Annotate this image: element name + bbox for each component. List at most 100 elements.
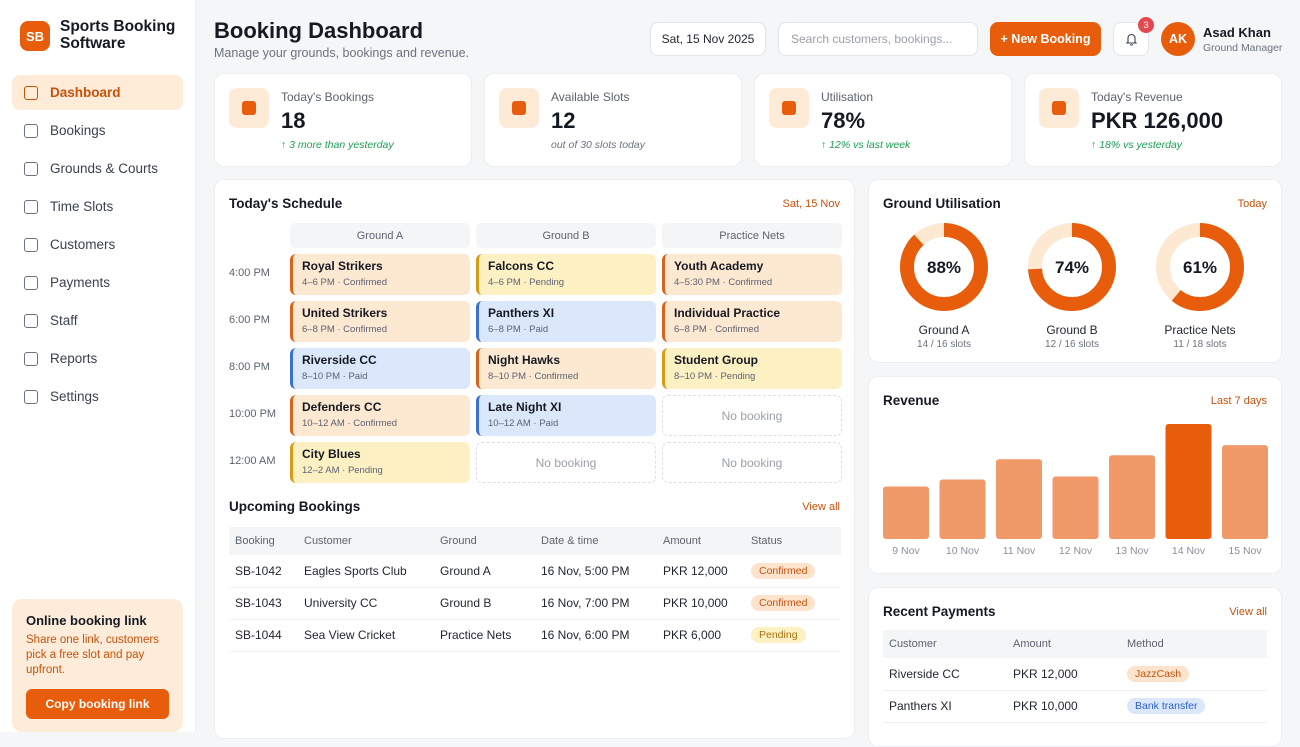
booking-slot[interactable]: Late Night XI 10–12 AM · Paid	[476, 395, 656, 436]
booking-slot[interactable]: Individual Practice 6–8 PM · Confirmed	[662, 301, 842, 342]
stat-value: PKR 126,000	[1091, 108, 1224, 133]
copy-booking-link-button[interactable]: Copy booking link	[26, 689, 169, 719]
stat-icon	[1039, 88, 1079, 128]
booking-slot[interactable]: Night Hawks 8–10 PM · Confirmed	[476, 348, 656, 389]
sidebar-item-dashboard[interactable]: Dashboard	[12, 75, 183, 110]
donut-value-arc	[900, 223, 988, 311]
column-header: Amount	[657, 527, 745, 555]
sidebar-item-label: Dashboard	[50, 85, 121, 100]
sidebar-item-bookings[interactable]: Bookings	[12, 113, 183, 148]
booking-detail: 6–8 PM · Confirmed	[674, 324, 760, 335]
search-input[interactable]	[778, 22, 978, 56]
bar-category-label: 13 Nov	[1115, 545, 1149, 557]
booking-slot[interactable]: Falcons CC 4–6 PM · Pending	[476, 254, 656, 295]
stat-note: ↑ 3 more than yesterday	[281, 139, 394, 151]
booking-slot[interactable]: Panthers XI 6–8 PM · Paid	[476, 301, 656, 342]
status-badge: Confirmed	[751, 595, 816, 611]
booking-link-promo: Online booking link Share one link, cust…	[12, 599, 183, 732]
ground-slots: 11 / 18 slots	[1173, 339, 1227, 350]
stat-card: Utilisation 78% ↑ 12% vs last week	[754, 73, 1012, 167]
stat-label: Available Slots	[551, 90, 630, 104]
sidebar-item-settings[interactable]: Settings	[12, 379, 183, 414]
cell-status: Confirmed	[745, 555, 841, 588]
payments-title: Recent Payments	[883, 604, 996, 619]
booking-detail: 12–2 AM · Pending	[302, 465, 383, 476]
table-row[interactable]: SB-1042 Eagles Sports Club Ground A 16 Nov,…	[229, 555, 841, 588]
empty-slot[interactable]: No booking	[476, 442, 656, 483]
donut-value-arc	[1028, 223, 1116, 311]
schedule-column-header: Ground A	[290, 223, 470, 248]
payments-view-all-link[interactable]: View all	[1229, 606, 1267, 618]
page-subtitle: Manage your grounds, bookings and revenu…	[214, 46, 470, 60]
booking-team: Defenders CC	[302, 400, 382, 414]
sidebar-item-staff[interactable]: Staff	[12, 303, 183, 338]
donut-percent: 61%	[1183, 258, 1217, 277]
cell-ground: Ground A	[434, 555, 535, 588]
avatar[interactable]: AK	[1161, 22, 1195, 56]
sidebar-item-label: Staff	[50, 313, 78, 328]
nav-checkbox-icon	[24, 351, 38, 366]
cell-status: Pending	[745, 619, 841, 652]
booking-detail: 8–10 PM · Confirmed	[488, 371, 579, 382]
stat-note: ↑ 12% vs last week	[821, 139, 911, 151]
cell-amount: PKR 10,000	[1007, 690, 1121, 723]
column-header: Booking	[229, 527, 298, 555]
booking-slot[interactable]: Defenders CC 10–12 AM · Confirmed	[290, 395, 470, 436]
sidebar-item-time-slots[interactable]: Time Slots	[12, 189, 183, 224]
bar-category-label: 9 Nov	[892, 545, 920, 557]
nav-checkbox-icon	[24, 313, 38, 328]
booking-detail: 6–8 PM · Confirmed	[302, 324, 388, 335]
square-icon	[512, 101, 526, 115]
schedule-card: Today's Schedule Sat, 15 Nov Ground A Gro…	[214, 179, 855, 739]
booking-detail: 8–10 PM · Pending	[674, 371, 756, 382]
cell-status: Confirmed	[745, 587, 841, 620]
sidebar-item-label: Time Slots	[50, 199, 114, 214]
bar-category-label: 15 Nov	[1228, 545, 1262, 557]
table-row[interactable]: SB-1043 University CC Ground B 16 Nov, 7:00…	[229, 587, 841, 620]
booking-slot[interactable]: City Blues 12–2 AM · Pending	[290, 442, 470, 483]
user-name: Asad Khan	[1203, 25, 1271, 40]
status-badge: Pending	[751, 627, 806, 643]
sidebar-nav: Dashboard Bookings Grounds & Courts Time Sl…	[12, 75, 183, 417]
booking-detail: 10–12 AM · Paid	[488, 418, 559, 429]
stat-note: ↑ 18% vs yesterday	[1091, 139, 1183, 151]
sidebar-item-payments[interactable]: Payments	[12, 265, 183, 300]
column-header: Ground	[434, 527, 535, 555]
bar-category-label: 14 Nov	[1171, 545, 1206, 557]
booking-detail: 4–6 PM · Confirmed	[302, 277, 388, 288]
empty-slot[interactable]: No booking	[662, 442, 842, 483]
new-booking-button[interactable]: + New Booking	[990, 22, 1101, 56]
stat-icon	[769, 88, 809, 128]
bar-category-label: 12 Nov	[1058, 545, 1093, 557]
booking-team: Youth Academy	[674, 259, 764, 273]
stat-value: 18	[281, 108, 306, 133]
stat-value: 12	[551, 108, 576, 133]
utilisation-period: Today	[1237, 198, 1267, 210]
sidebar-item-grounds-courts[interactable]: Grounds & Courts	[12, 151, 183, 186]
ground-name: Ground B	[1046, 323, 1098, 337]
table-row[interactable]: Panthers XI PKR 10,000 Bank transfer	[883, 690, 1267, 723]
ground-name: Practice Nets	[1164, 323, 1236, 337]
cell-id: SB-1042	[229, 555, 298, 588]
donut-chart: 61%	[1156, 223, 1244, 311]
cell-id: SB-1043	[229, 587, 298, 620]
sidebar-item-customers[interactable]: Customers	[12, 227, 183, 262]
booking-slot[interactable]: United Strikers 6–8 PM · Confirmed	[290, 301, 470, 342]
stat-icon	[229, 88, 269, 128]
upcoming-view-all-link[interactable]: View all	[802, 501, 840, 513]
empty-slot[interactable]: No booking	[662, 395, 842, 436]
table-row[interactable]: SB-1044 Sea View Cricket Practice Nets 16 N…	[229, 619, 841, 652]
notifications-button[interactable]: 3	[1113, 17, 1154, 56]
revenue-bar	[883, 486, 929, 539]
revenue-bar	[996, 459, 1042, 539]
booking-slot[interactable]: Student Group 8–10 PM · Pending	[662, 348, 842, 389]
bell-icon	[1125, 33, 1137, 46]
date-picker[interactable]: Sat, 15 Nov 2025	[650, 22, 766, 56]
booking-slot[interactable]: Youth Academy 4–5:30 PM · Confirmed	[662, 254, 842, 295]
booking-team: Royal Strikers	[302, 259, 383, 273]
booking-team: Falcons CC	[488, 259, 555, 273]
booking-slot[interactable]: Royal Strikers 4–6 PM · Confirmed	[290, 254, 470, 295]
booking-slot[interactable]: Riverside CC 8–10 PM · Paid	[290, 348, 470, 389]
sidebar-item-reports[interactable]: Reports	[12, 341, 183, 376]
table-row[interactable]: Riverside CC PKR 12,000 JazzCash	[883, 658, 1267, 691]
